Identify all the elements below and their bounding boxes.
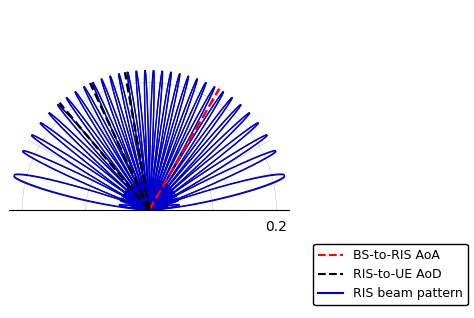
Legend: BS-to-RIS AoA, RIS-to-UE AoD, RIS beam pattern: BS-to-RIS AoA, RIS-to-UE AoD, RIS beam p…: [313, 244, 468, 305]
